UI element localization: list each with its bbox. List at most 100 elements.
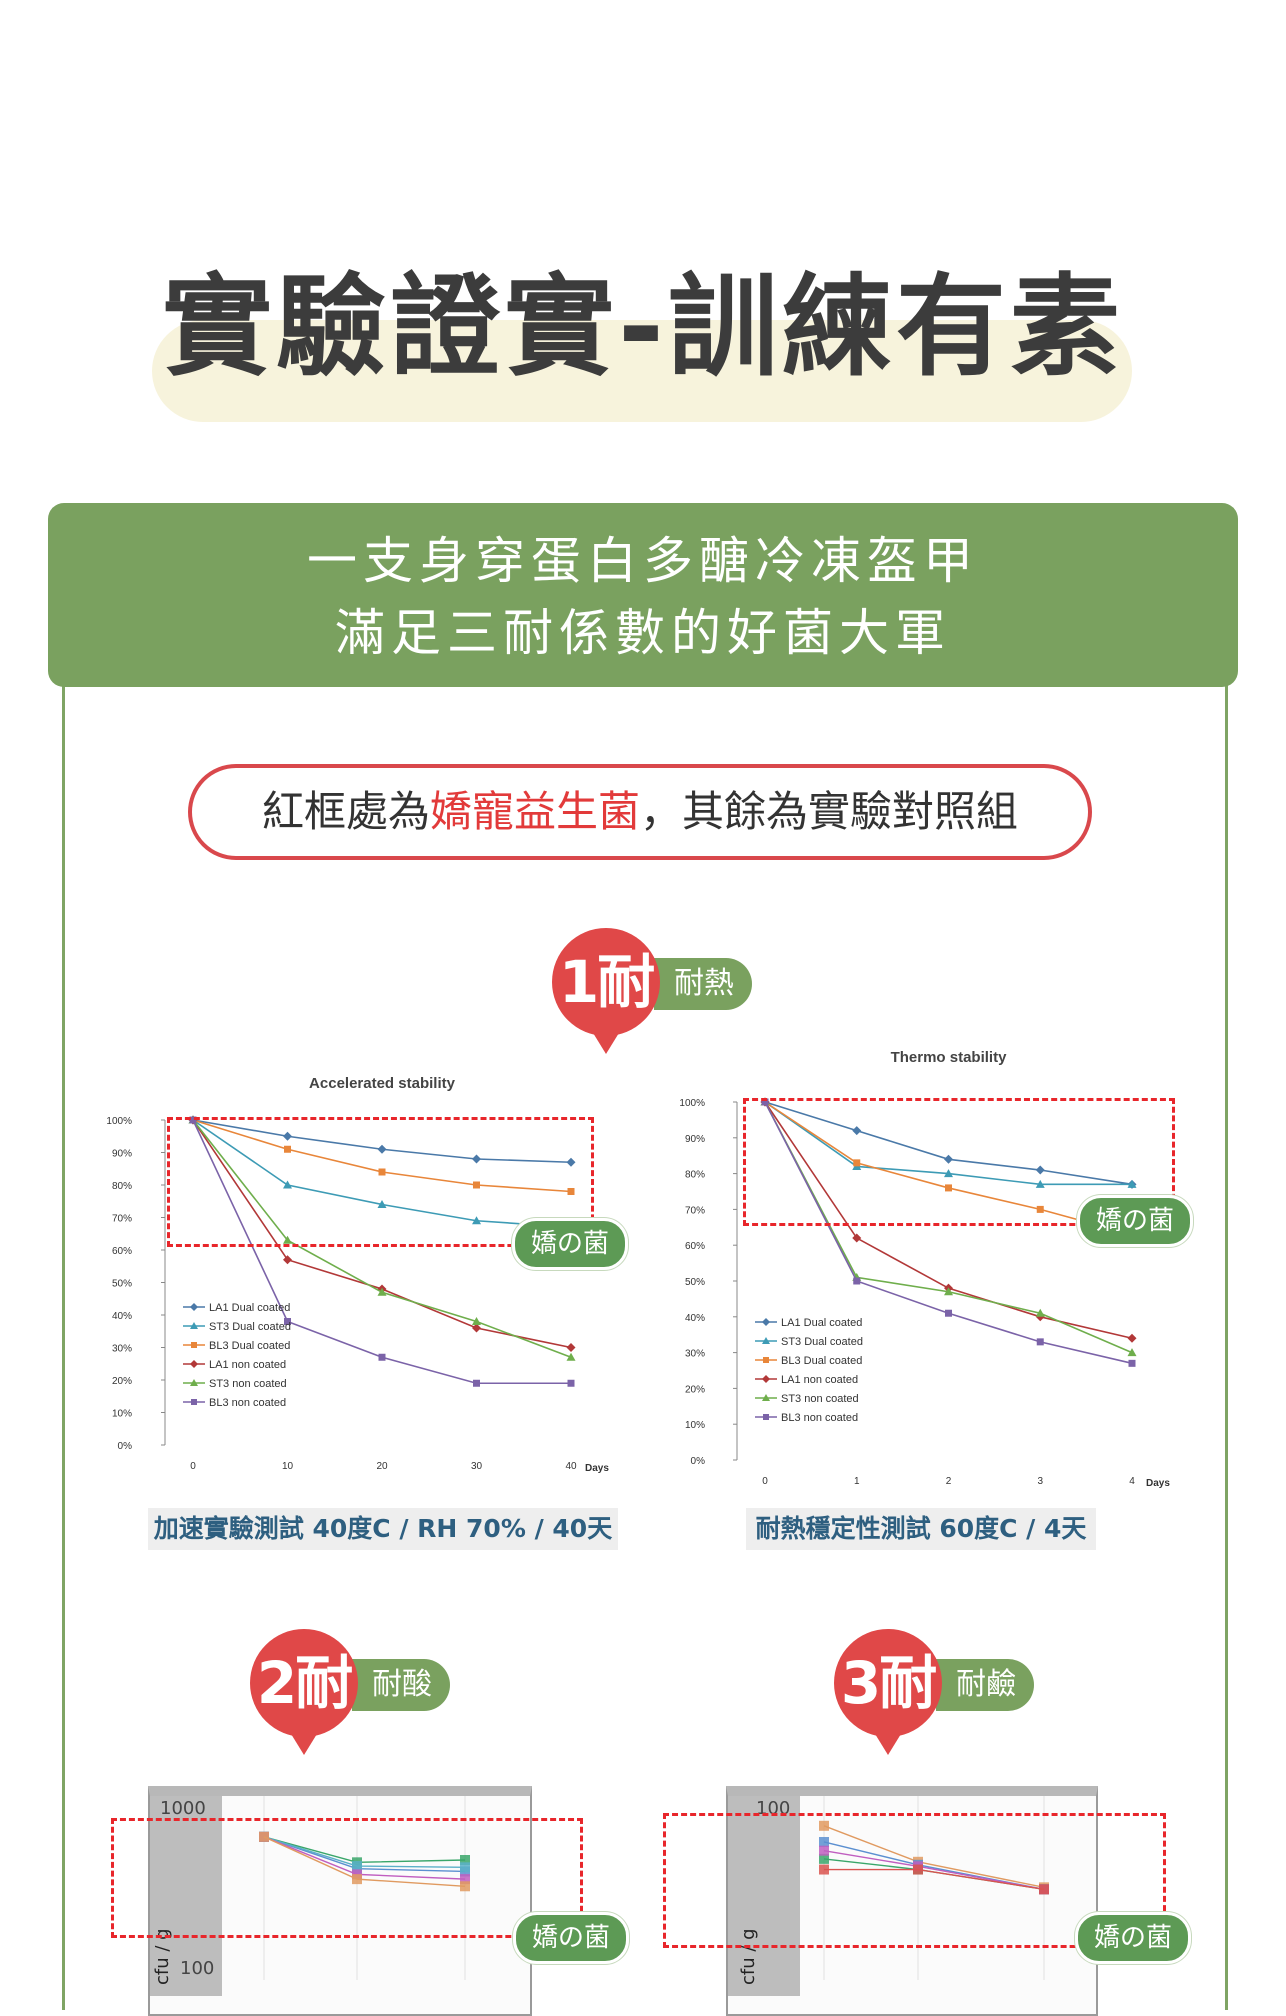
data-point	[283, 1131, 292, 1141]
probiotic-sticker: 嬌の菌	[1075, 1912, 1192, 1964]
data-point	[190, 1379, 198, 1386]
data-point	[853, 1277, 861, 1285]
badge-tag: 耐酸	[352, 1659, 450, 1711]
x-tick-label: 40	[565, 1461, 577, 1472]
x-tick-label: 2	[946, 1476, 952, 1487]
data-point	[460, 1874, 470, 1885]
y-tick-label: 30%	[685, 1349, 705, 1360]
x-tick-label: 4	[1129, 1476, 1135, 1487]
y-tick-label: 1000	[160, 1798, 206, 1819]
legend-label: LA1 non coated	[209, 1359, 286, 1371]
banner	[48, 503, 1238, 687]
title-highlight	[152, 320, 1132, 422]
data-point	[460, 1862, 470, 1873]
acid-chart-axis-strip	[150, 1796, 222, 1996]
data-point	[352, 1861, 362, 1872]
data-point	[944, 1287, 953, 1296]
y-tick-label: 30%	[112, 1344, 132, 1355]
data-point	[472, 1216, 481, 1225]
data-point	[284, 1145, 291, 1153]
y-tick-label: 40%	[112, 1311, 132, 1322]
data-point	[819, 1845, 829, 1856]
data-point	[913, 1864, 923, 1875]
probiotic-highlight-box	[743, 1098, 1175, 1226]
data-point	[190, 1303, 198, 1311]
data-point	[763, 1357, 769, 1363]
data-point	[377, 1144, 387, 1154]
chart-caption: 耐熱穩定性測試 60度C / 4天	[746, 1508, 1096, 1550]
note-pill	[188, 764, 1092, 860]
data-point	[566, 1157, 576, 1167]
y-tick-label: 70%	[685, 1205, 705, 1216]
y-tick-label: 50%	[685, 1277, 705, 1288]
y-tick-label: 90%	[112, 1149, 132, 1160]
probiotic-sticker: 嬌の菌	[1077, 1195, 1194, 1247]
data-point	[762, 1337, 770, 1344]
accelerated-stability-chart: Accelerated stability100%90%80%70%60%50%…	[106, 1075, 609, 1474]
data-point	[473, 1379, 480, 1387]
probiotic-highlight-box	[167, 1117, 594, 1247]
probiotic-sticker: 嬌の菌	[512, 1218, 629, 1270]
note-text: 紅框處為嬌寵益生菌，其餘為實驗對照組	[188, 764, 1092, 860]
x-tick-label: 1	[854, 1476, 860, 1487]
badge-number: 3耐	[834, 1629, 942, 1737]
data-point	[1128, 1359, 1136, 1367]
data-point	[944, 1154, 953, 1164]
note-highlight: 嬌寵益生菌	[429, 787, 640, 836]
x-axis-label: Days	[1146, 1478, 1170, 1489]
legend-label: LA1 non coated	[781, 1374, 858, 1386]
data-point	[352, 1874, 362, 1885]
x-tick-label: 30	[471, 1461, 483, 1472]
data-point	[378, 1168, 386, 1176]
y-tick-label: 40%	[685, 1313, 705, 1324]
data-point	[945, 1184, 952, 1192]
probiotic-highlight-box	[111, 1818, 583, 1938]
data-point	[377, 1200, 387, 1208]
data-point	[763, 1414, 769, 1420]
data-point	[944, 1169, 953, 1178]
page-title: 實驗證實-訓練有素	[162, 263, 1124, 391]
data-point	[1127, 1333, 1137, 1343]
badge-tag: 耐鹼	[936, 1659, 1034, 1711]
legend-label: ST3 Dual coated	[781, 1336, 863, 1348]
data-point	[762, 1318, 770, 1326]
data-point	[259, 1831, 269, 1842]
note-suffix: ，其餘為實驗對照組	[640, 787, 1019, 836]
badge-number: 1耐	[552, 928, 660, 1036]
y-tick-label: 20%	[112, 1376, 132, 1387]
chart-title: Accelerated stability	[309, 1075, 456, 1092]
x-tick-label: 20	[376, 1461, 388, 1472]
data-point	[762, 1394, 770, 1401]
y-tick-label: 80%	[685, 1170, 705, 1181]
data-point	[567, 1379, 575, 1387]
probiotic-sticker: 嬌の菌	[513, 1912, 630, 1964]
data-point	[1035, 1179, 1045, 1188]
alkali-resistance-chart	[819, 1796, 1049, 1980]
y-tick-label: 10%	[112, 1409, 132, 1420]
data-point	[1036, 1338, 1044, 1346]
badge-tag: 耐熱	[654, 958, 752, 1010]
data-point	[472, 1154, 481, 1164]
card-frame	[62, 610, 1228, 2010]
data-point	[945, 1309, 952, 1317]
chart-caption: 加速實驗測試 40度C / RH 70% / 40天	[148, 1508, 618, 1550]
data-point	[284, 1318, 291, 1325]
data-point	[283, 1255, 292, 1265]
legend-label: ST3 Dual coated	[209, 1321, 291, 1333]
x-axis-label: Days	[585, 1463, 609, 1474]
y-tick-label: 90%	[685, 1134, 705, 1145]
data-point	[819, 1836, 829, 1847]
data-point	[190, 1322, 198, 1329]
alkali-chart-axis-strip	[728, 1796, 800, 1996]
badge-number: 2耐	[250, 1629, 358, 1737]
badge-alkali: 耐鹼 3耐	[834, 1629, 1064, 1769]
data-point	[852, 1126, 862, 1136]
data-point	[566, 1343, 576, 1352]
legend-label: BL3 non coated	[781, 1412, 858, 1424]
y-tick-label: 20%	[685, 1384, 705, 1395]
x-tick-label: 0	[762, 1476, 768, 1487]
y-tick-label: 100	[180, 1958, 215, 1979]
thermo-stability-chart: Thermo stability100%90%80%70%60%50%40%30…	[679, 1049, 1170, 1489]
data-point	[191, 1342, 197, 1348]
data-point	[1036, 1205, 1044, 1213]
